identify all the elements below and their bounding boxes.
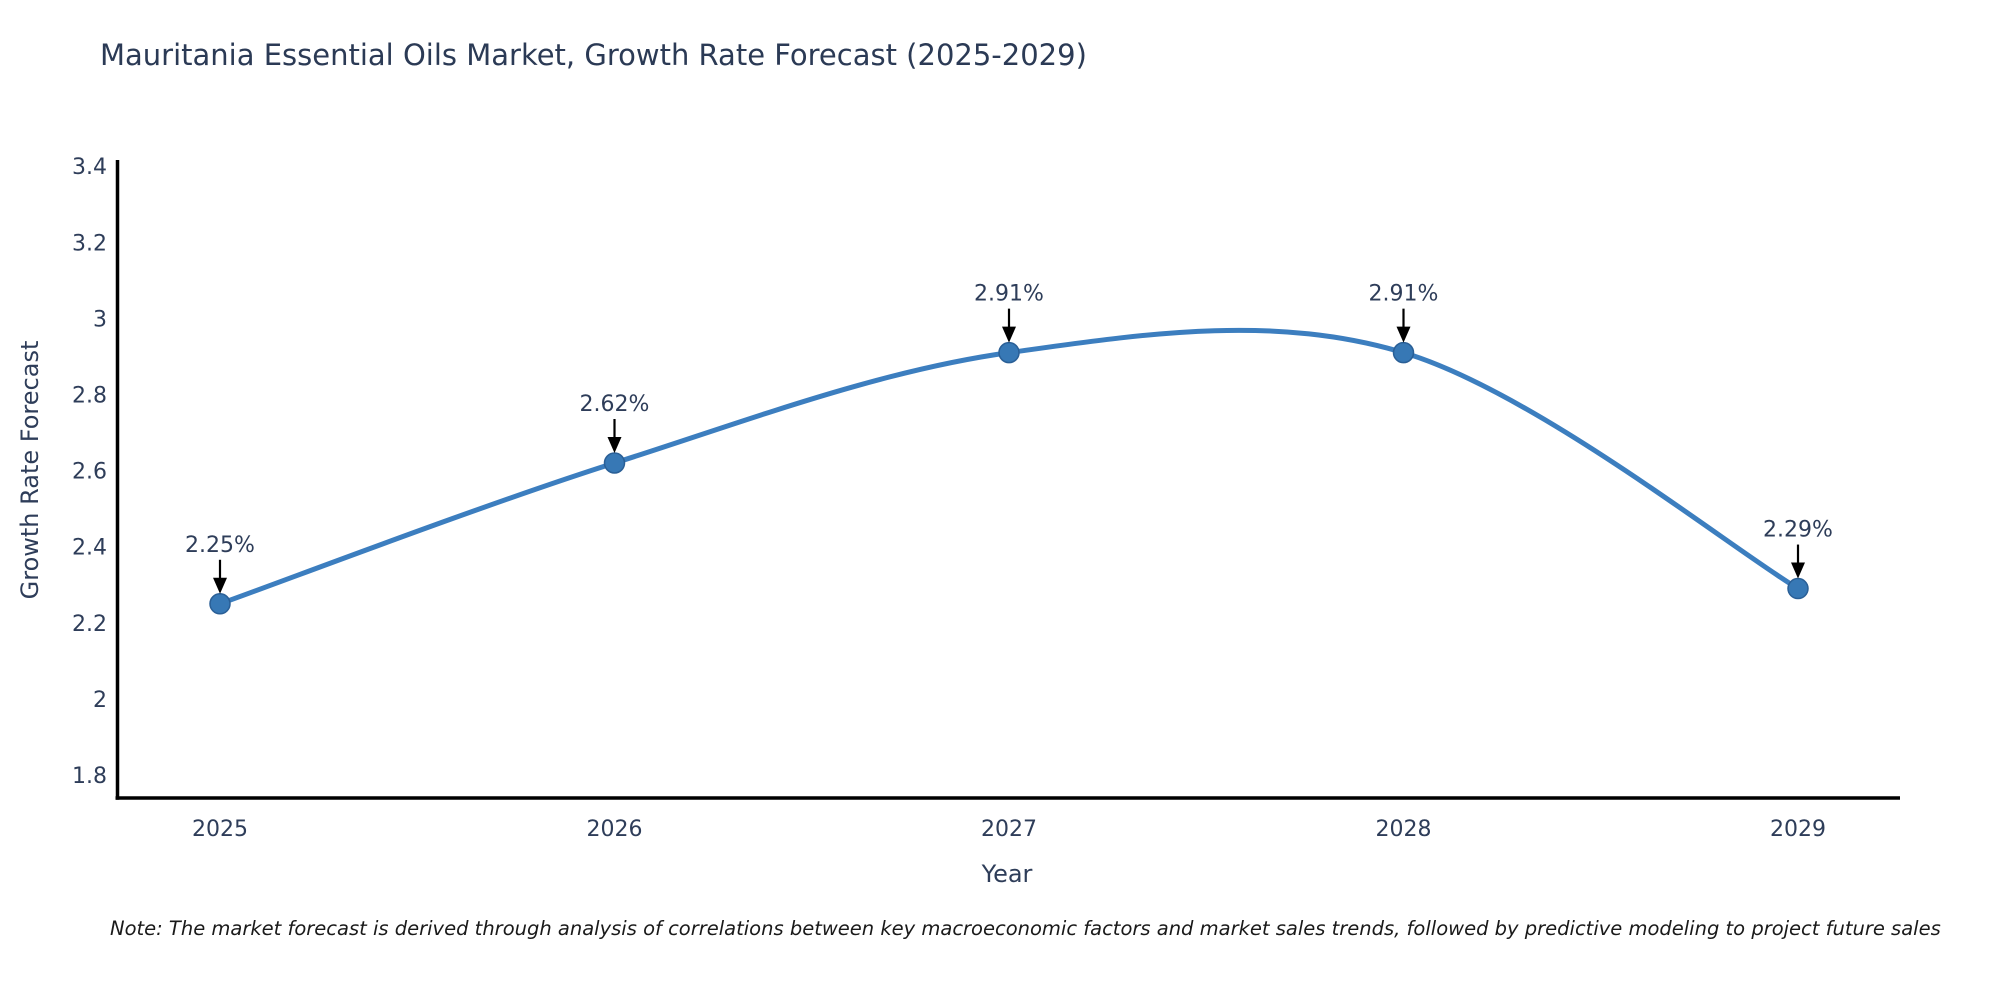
x-tick-label: 2027 [981,817,1037,842]
y-tick-label: 2 [93,688,107,713]
point-label: 2.91% [974,282,1044,307]
y-tick-label: 2.2 [72,612,107,637]
y-tick-label: 2.6 [72,460,107,485]
chart-title: Mauritania Essential Oils Market, Growth… [100,38,1087,72]
data-point-marker [998,341,1020,364]
point-label: 2.25% [185,533,255,558]
x-tick-label: 2025 [192,817,248,842]
trend-line [217,327,1801,607]
point-label: 2.29% [1763,518,1833,543]
y-tick-label: 3 [93,307,107,332]
y-tick-label: 1.8 [72,764,107,789]
footnote: Note: The market forecast is derived thr… [110,917,1941,940]
point-label: 2.91% [1369,282,1439,307]
data-point-marker [1787,577,1809,600]
data-point-marker [603,452,626,474]
x-tick-label: 2028 [1376,817,1432,842]
x-axis-title: Year [981,860,1033,888]
x-tick-label: 2026 [587,817,643,842]
point-label: 2.62% [580,392,650,417]
y-tick-label: 3.2 [72,231,107,256]
y-tick-label: 3.4 [72,155,107,180]
y-tick-label: 2.4 [72,536,107,561]
data-point-marker [209,593,231,615]
data-point-marker [1392,341,1415,364]
annotation-arrowhead [213,577,227,594]
annotation-arrowhead [1396,326,1411,343]
y-tick-label: 2.8 [72,384,107,409]
annotation-arrowhead [607,436,622,453]
annotation-arrowhead [1791,562,1805,579]
x-tick-label: 2029 [1770,817,1826,842]
annotation-arrowhead [1002,326,1016,343]
